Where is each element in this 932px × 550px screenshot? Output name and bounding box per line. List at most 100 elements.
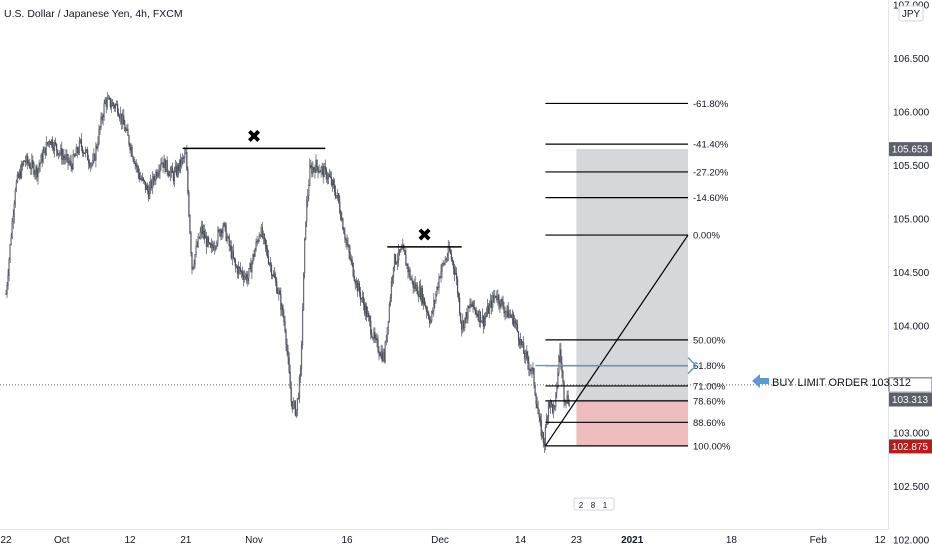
candle-body — [376, 338, 378, 341]
candle-body — [196, 245, 198, 248]
candle-body — [210, 243, 212, 248]
candle-body — [216, 242, 218, 247]
candle-body — [29, 164, 31, 169]
candle-body — [197, 236, 199, 247]
candle-body — [220, 229, 222, 237]
candle-body — [71, 165, 73, 170]
candle-body — [7, 275, 9, 286]
candle-body — [174, 166, 177, 172]
candle-body — [297, 397, 300, 399]
currency-badge[interactable] — [898, 5, 924, 22]
fibonacci-retracement[interactable]: -61.80% -41.40% -27.20% -14.60% 0.00% 50.00% 6… — [535, 99, 731, 452]
candle-body — [225, 225, 227, 241]
candle-body — [449, 249, 451, 254]
candle-body — [281, 305, 283, 310]
candle-body — [207, 237, 210, 243]
candle-body — [233, 257, 235, 261]
candle-body — [48, 141, 50, 143]
candle-body — [188, 192, 190, 216]
candle-body — [268, 263, 271, 265]
candle-body — [137, 166, 139, 174]
candle-body — [501, 299, 503, 302]
candle-body — [222, 225, 224, 234]
candle-body — [83, 152, 86, 154]
candle-body — [307, 195, 309, 203]
candle-body — [547, 402, 550, 418]
candle-body — [47, 141, 49, 145]
candle-body — [469, 304, 471, 308]
candle-body — [478, 311, 480, 321]
x-tick-label: Nov — [245, 535, 263, 546]
fib-level-label: 61.80% — [693, 361, 726, 372]
candle-body — [121, 113, 123, 124]
candle-body — [521, 339, 523, 346]
candle-body — [128, 135, 130, 145]
fib-trend-line[interactable] — [544, 234, 689, 447]
candle-body — [77, 152, 79, 154]
candle-body — [208, 242, 211, 244]
candle-body — [338, 193, 340, 203]
candle-body — [290, 388, 292, 402]
candle-body — [256, 240, 258, 243]
candle-body — [526, 351, 528, 356]
candle-body — [82, 152, 85, 154]
candle-body — [93, 154, 95, 161]
candle-body — [314, 168, 316, 173]
candle-body — [347, 244, 349, 246]
candle-body — [155, 172, 157, 181]
candle-body — [130, 146, 132, 151]
candle-body — [20, 163, 23, 178]
candle-body — [285, 330, 287, 345]
candle-body — [411, 279, 413, 282]
candle-body — [516, 323, 519, 332]
candle-body — [36, 166, 38, 178]
candle-body — [446, 256, 448, 261]
candle-body — [164, 159, 166, 172]
candle-body — [306, 201, 308, 223]
left-arrow-icon — [752, 374, 769, 388]
candle-body — [403, 244, 405, 251]
candle-body — [61, 147, 63, 160]
candle-body — [260, 227, 262, 237]
candle-body — [175, 166, 178, 176]
candle-body — [148, 190, 150, 199]
candle-body — [133, 159, 135, 164]
limit-price-badge[interactable] — [889, 392, 932, 407]
candle-body — [181, 158, 183, 167]
candle-body — [283, 315, 285, 322]
y-tick-label: 103.000 — [893, 429, 930, 440]
currency-label: JPY — [902, 9, 921, 20]
candle-body — [384, 341, 386, 362]
stop-price-badge[interactable] — [889, 439, 932, 454]
candle-body — [470, 304, 472, 306]
x-mark-icon: ✖ — [246, 126, 261, 147]
stop-zone[interactable] — [576, 399, 688, 447]
candle-body — [299, 368, 302, 378]
candle-body — [25, 160, 27, 163]
candle-body — [477, 314, 479, 321]
candle-body — [361, 297, 364, 299]
time-marker: 2 — [579, 501, 584, 510]
time-axis[interactable]: 22 Oct 12 21 Nov 16 Dec 14 23 2021 18 Feb 12 — [0, 535, 886, 546]
candle-body — [284, 321, 286, 331]
candle-body — [324, 166, 326, 170]
candle-body — [317, 166, 319, 173]
candle-body — [567, 395, 569, 404]
highlight-price-badge[interactable] — [889, 142, 932, 157]
candle-body — [515, 322, 518, 325]
fib-level-label: -14.60% — [693, 193, 729, 204]
candle-body — [246, 274, 248, 282]
candle-body — [371, 333, 373, 338]
price-axis[interactable]: 107.000106.500106.000105.500105.000104.5… — [888, 1, 932, 547]
candle-body — [255, 242, 257, 251]
candle-body — [340, 212, 342, 221]
candle-body — [30, 167, 32, 170]
candle-body — [162, 162, 164, 168]
target-zone[interactable] — [576, 149, 688, 400]
candle-body — [264, 238, 266, 246]
candle-body — [463, 320, 465, 328]
candle-body — [330, 177, 333, 186]
candle-body — [53, 142, 56, 151]
